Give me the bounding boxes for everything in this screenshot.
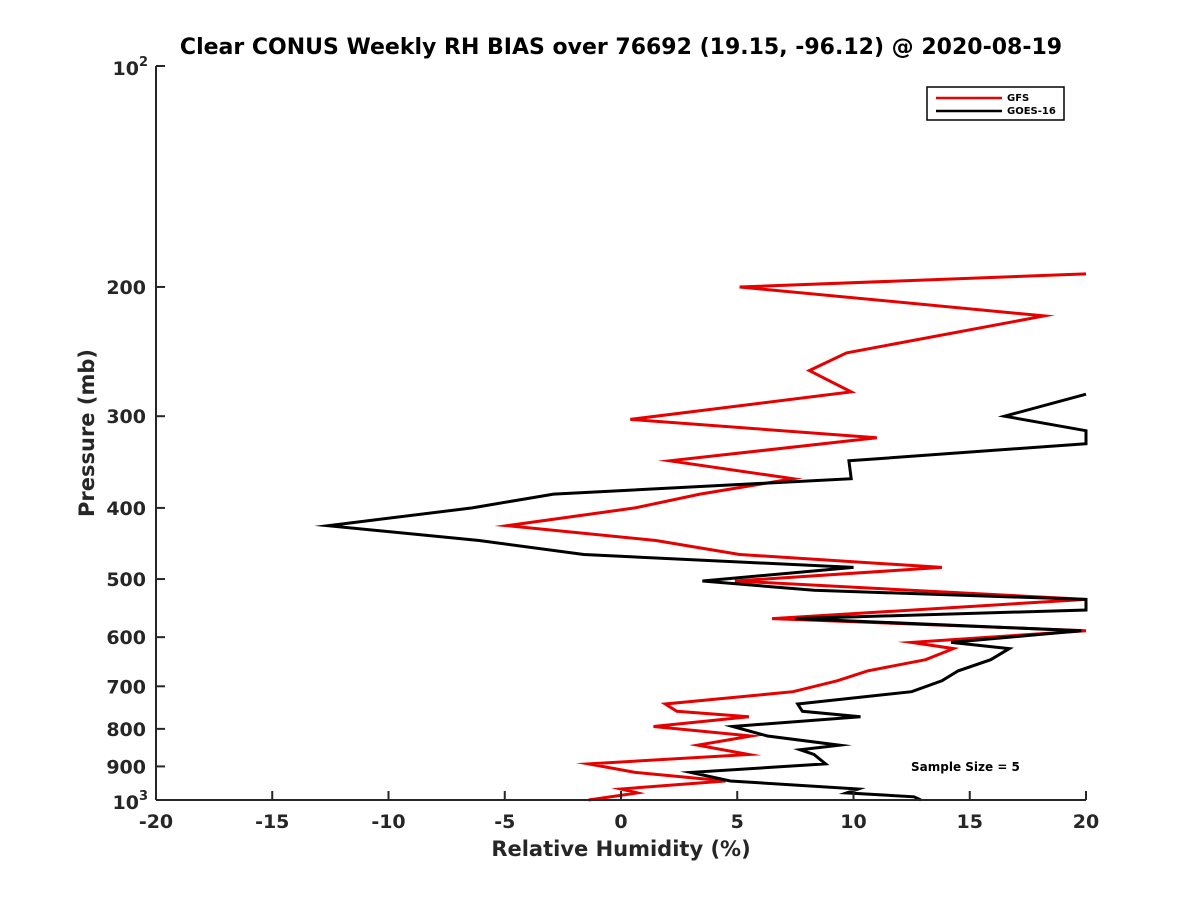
x-tick-label: 20: [1073, 811, 1099, 833]
y-tick-label: 200: [106, 277, 146, 299]
axes-layer: -20 -15 -10 -5 0 5 10 15 20 200 300 400 500 600 700 800…: [106, 55, 1099, 833]
sample-size-annotation: Sample Size = 5: [911, 760, 1020, 774]
legend-box: [926, 86, 1065, 121]
legend: GFS GOES-16: [926, 86, 1065, 121]
y-tick-label: 700: [106, 676, 146, 698]
series-line-goes16: [314, 392, 1088, 802]
x-tick-label: 15: [957, 811, 983, 833]
y-tick-label: 600: [106, 627, 146, 649]
x-tick-label: -15: [255, 811, 289, 833]
x-tick-label: 0: [614, 811, 627, 833]
y-tick-label: 500: [106, 569, 146, 591]
y-tick-label-power: 102: [113, 55, 149, 80]
y-tick-label: 300: [106, 406, 146, 428]
series-line-gfs: [494, 272, 1087, 802]
legend-label-gfs: GFS: [1007, 93, 1029, 104]
x-tick-label: -10: [371, 811, 405, 833]
x-tick-label: 5: [731, 811, 744, 833]
y-tick-label: 400: [106, 498, 146, 520]
x-tick-label: -5: [494, 811, 515, 833]
y-tick-label: 900: [106, 756, 146, 778]
x-tick-label: -20: [139, 811, 173, 833]
y-axis-label: Pressure (mb): [75, 349, 99, 517]
chart-title: Clear CONUS Weekly RH BIAS over 76692 (1…: [180, 35, 1062, 60]
legend-label-goes16: GOES-16: [1007, 106, 1056, 117]
y-tick-label: 800: [106, 719, 146, 741]
x-tick-label: 10: [840, 811, 866, 833]
series-layer: [314, 272, 1088, 802]
y-tick-label-power: 103: [113, 789, 149, 814]
x-axis-label: Relative Humidity (%): [491, 837, 750, 861]
